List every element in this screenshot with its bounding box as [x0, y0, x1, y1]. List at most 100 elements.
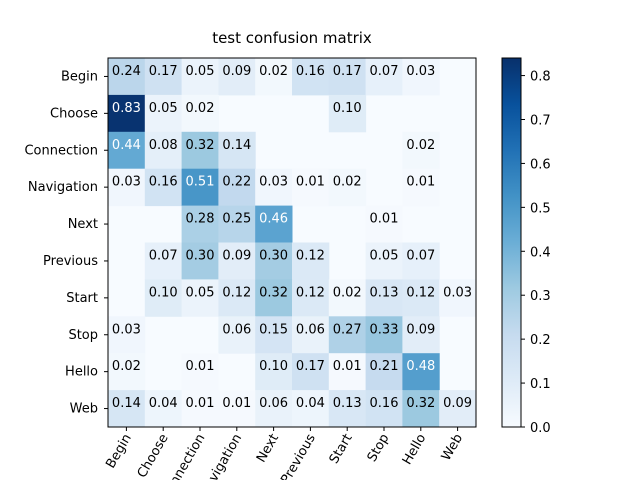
- cell-label: 0.06: [296, 322, 325, 337]
- y-tick-label: Start: [66, 291, 98, 306]
- heatmap-cell: [218, 58, 256, 96]
- heatmap-cell: [328, 94, 367, 133]
- cell-label: 0.30: [186, 248, 215, 263]
- cell-label: 0.02: [333, 175, 362, 190]
- colorbar-tick-label: 0.5: [530, 201, 551, 216]
- heatmap-cell: [181, 353, 219, 391]
- heatmap-cell: [108, 316, 146, 354]
- cell-label: 0.06: [259, 396, 288, 411]
- cell-label: 0.02: [259, 64, 288, 79]
- x-tick-label: Previous: [278, 431, 319, 480]
- heatmap-cell: [108, 94, 146, 133]
- cell-label: 0.14: [112, 396, 141, 411]
- colorbar-tick-label: 0.8: [530, 70, 551, 85]
- heatmap-cell: [181, 131, 219, 170]
- cell-label: 0.17: [296, 359, 325, 374]
- heatmap-cell: [108, 168, 146, 207]
- cell-label: 0.09: [406, 322, 435, 337]
- heatmap-cell: [255, 390, 293, 428]
- heatmap-cell: [181, 279, 219, 317]
- cell-label: 0.32: [186, 138, 215, 153]
- heatmap-cell: [365, 316, 403, 354]
- cell-label: 0.32: [259, 285, 288, 300]
- heatmap-cell: [328, 168, 367, 207]
- x-tick-label: Choose: [135, 432, 172, 480]
- cell-label: 0.14: [222, 138, 251, 153]
- heatmap-cell: [144, 94, 183, 133]
- cell-label: 0.02: [406, 138, 435, 153]
- heatmap-cell: [292, 390, 330, 428]
- cell-label: 0.32: [406, 396, 435, 411]
- y-tick-label: Begin: [61, 69, 98, 84]
- heatmap-cell: [108, 353, 146, 391]
- cell-label: 0.07: [406, 248, 435, 263]
- y-tick-label: Hello: [65, 365, 98, 380]
- y-tick-label: Connection: [24, 143, 98, 158]
- cell-label: 0.17: [333, 64, 362, 79]
- cell-label: 0.01: [186, 359, 215, 374]
- heatmap-cell: [292, 353, 330, 391]
- heatmap-cell: [402, 279, 440, 317]
- heatmap-cell: [365, 390, 403, 428]
- cell-label: 0.01: [296, 175, 325, 190]
- cell-label: 0.12: [406, 285, 435, 300]
- heatmap-cell: [402, 242, 440, 280]
- heatmap-cell: [218, 242, 256, 280]
- x-tick-label: Hello: [400, 431, 429, 467]
- cell-label: 0.17: [149, 64, 178, 79]
- heatmap-cell: [365, 353, 403, 391]
- cell-label: 0.44: [112, 138, 141, 153]
- heatmap-cell: [328, 390, 367, 428]
- cell-label: 0.07: [149, 248, 178, 263]
- cell-label: 0.04: [296, 396, 325, 411]
- heatmap-cell: [365, 205, 403, 243]
- heatmap-cell: [144, 242, 183, 280]
- colorbar-tick-label: 0.2: [530, 333, 551, 348]
- heatmap-cell: [402, 316, 440, 354]
- heatmap-cell: [365, 279, 403, 317]
- cell-label: 0.22: [222, 175, 251, 190]
- cell-label: 0.51: [186, 175, 215, 190]
- heatmap-cell: [108, 390, 146, 428]
- cell-label: 0.03: [406, 64, 435, 79]
- cell-label: 0.01: [333, 359, 362, 374]
- cell-label: 0.01: [186, 396, 215, 411]
- heatmap-cell: [255, 205, 293, 243]
- cell-label: 0.33: [370, 322, 399, 337]
- heatmap-cell: [255, 279, 293, 317]
- heatmap-cell: [255, 353, 293, 391]
- cell-label: 0.28: [186, 212, 215, 227]
- colorbar-tick-label: 0.7: [530, 114, 551, 129]
- x-tick-label: Next: [254, 432, 282, 466]
- cell-label: 0.03: [259, 175, 288, 190]
- cells: [108, 58, 477, 428]
- heatmap-cell: [439, 390, 477, 428]
- cell-label: 0.10: [333, 101, 362, 116]
- heatmap-cell: [218, 316, 256, 354]
- cell-label: 0.01: [406, 175, 435, 190]
- cell-label: 0.05: [186, 64, 215, 79]
- cell-label: 0.30: [259, 248, 288, 263]
- cell-label: 0.24: [112, 64, 141, 79]
- heatmap-cell: [292, 58, 330, 96]
- heatmap-cell: [328, 316, 367, 354]
- cell-label: 0.02: [112, 359, 141, 374]
- y-tick-label: Web: [70, 402, 98, 417]
- heatmap-cell: [365, 242, 403, 280]
- y-tick-label: Navigation: [28, 180, 98, 195]
- heatmap-cell: [439, 279, 477, 317]
- heatmap-cell: [181, 94, 219, 133]
- heatmap-cell: [218, 131, 256, 170]
- cell-label: 0.16: [296, 64, 325, 79]
- cell-label: 0.05: [370, 248, 399, 263]
- cell-label: 0.05: [149, 101, 178, 116]
- cell-label: 0.07: [370, 64, 399, 79]
- heatmap-cell: [402, 58, 440, 96]
- chart-title: test confusion matrix: [212, 29, 372, 47]
- cell-label: 0.13: [370, 285, 399, 300]
- cell-label: 0.48: [406, 359, 435, 374]
- colorbar-tick-label: 0.3: [530, 289, 551, 304]
- heatmap-cell: [181, 390, 219, 428]
